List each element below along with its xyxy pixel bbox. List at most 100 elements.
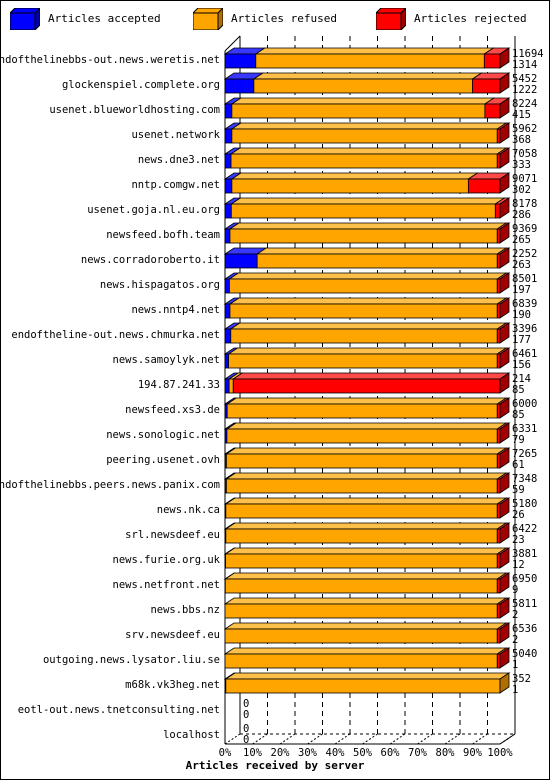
bar-segment-refused [231, 128, 498, 144]
x-tick-label: 60% [381, 747, 401, 759]
data-label-accepted: 85 [512, 409, 525, 421]
data-label-total: 5180 [512, 498, 537, 510]
legend-swatch-rejected [376, 8, 406, 30]
floor-tick-line [444, 733, 461, 745]
data-label-accepted: 177 [512, 334, 531, 346]
bar-end-side [499, 147, 510, 169]
floor-tick-line [389, 733, 406, 745]
y-category-label: usenet.goja.nl.eu.org [87, 204, 220, 216]
data-label-total: 7348 [512, 473, 537, 485]
y-category-label: 194.87.241.33 [138, 379, 220, 391]
data-label-total: 5811 [512, 598, 537, 610]
bar-segment-refused-top [229, 147, 508, 155]
bar-segment-rejected [496, 428, 501, 444]
data-label-accepted: 333 [512, 159, 531, 171]
bar-segment-rejected [496, 253, 501, 269]
floor-tick-line [279, 733, 296, 745]
y-category-label: glockenspiel.complete.org [62, 79, 220, 91]
bar-segment-rejected [496, 653, 501, 669]
y-category-label: newsfeed.xs3.de [125, 404, 220, 416]
data-label-accepted: 302 [512, 184, 531, 196]
y-category-label: newsfeed.bofh.team [106, 229, 220, 241]
data-label-accepted: 1222 [512, 84, 537, 96]
floor-tick-line [472, 733, 488, 745]
y-category-label: localhost [163, 729, 220, 741]
bar-end-side [499, 47, 510, 69]
y-category-label: nntp.comgw.net [131, 179, 220, 191]
bar-segment-refused-top [224, 547, 508, 555]
bar-segment-refused [225, 453, 498, 469]
y-category-label: news.dne3.net [138, 154, 220, 166]
data-label-total: 6839 [512, 298, 537, 310]
bar-end-side [499, 322, 510, 344]
bar-end-side [499, 172, 510, 194]
bar-end-side [499, 622, 510, 644]
floor-tick-line [499, 733, 516, 745]
bar-segment-refused [256, 253, 498, 269]
bar-end-side [499, 672, 510, 694]
bar-segment-refused [230, 203, 496, 219]
bar-segment-accepted [224, 78, 255, 94]
x-tick-label: 100% [487, 747, 513, 759]
bar-segment-rejected [496, 553, 501, 569]
data-label-total: 5040 [512, 648, 537, 660]
bar-segment-refused [230, 328, 498, 344]
bar-segment-refused-top [223, 597, 508, 605]
bar-segment-rejected [496, 628, 501, 644]
bar-segment-accepted [224, 103, 233, 119]
bar-end-side [499, 522, 510, 544]
data-label-accepted: 79 [512, 434, 525, 446]
data-label-total: 6536 [512, 623, 537, 635]
bar-segment-refused-top [255, 247, 508, 255]
bar-segment-refused [225, 478, 498, 494]
bar-end-side [499, 597, 510, 619]
data-label-accepted: 2 [512, 634, 518, 646]
y-category-label: endofthelinebbs-out.news.weretis.net [0, 54, 220, 66]
bar-segment-rejected [483, 53, 501, 69]
data-label-accepted: 190 [512, 309, 531, 321]
bar-segment-rejected [496, 603, 501, 619]
bar-segment-refused [226, 403, 498, 419]
y-category-label: news.sonologic.net [106, 429, 220, 441]
data-label-total: 3881 [512, 548, 537, 560]
bar-segment-accepted [224, 128, 233, 144]
bar-end-side [499, 397, 510, 419]
bar-segment-refused-top [230, 197, 506, 205]
y-category-label: outgoing.news.lysator.liu.se [43, 654, 220, 666]
y-category-label: news.samoylyk.net [113, 354, 220, 366]
data-label-accepted: 12 [512, 559, 525, 571]
bar-segment-refused [224, 578, 498, 594]
data-label-accepted: 286 [512, 209, 531, 221]
data-label-accepted: 1 [512, 659, 518, 671]
data-label-accepted: 59 [512, 484, 525, 496]
bar-segment-accepted [224, 253, 258, 269]
bar-segment-refused-top [228, 272, 508, 280]
bar-end-side [499, 197, 510, 219]
bar-end-side [499, 647, 510, 669]
bar-segment-rejected [496, 453, 501, 469]
bar-segment-refused-top [228, 222, 508, 230]
bar-segment-refused-top [229, 322, 508, 330]
bar-end-side [499, 347, 510, 369]
y-category-label: m68k.vk3heg.net [125, 679, 220, 691]
bar-segment-refused-top [227, 347, 508, 355]
bar-segment-refused [225, 678, 501, 694]
bar-end-side [499, 472, 510, 494]
legend-swatch-refused [193, 8, 223, 30]
x-tick-label: 40% [326, 747, 346, 759]
y-category-label: news.furie.org.uk [113, 554, 221, 566]
bar-segment-rejected [496, 303, 501, 319]
data-label-total: 9369 [512, 223, 537, 235]
bar-end-side [499, 497, 510, 519]
bar-segment-refused-top [223, 647, 508, 655]
bar-segment-rejected [496, 328, 501, 344]
bar-segment-accepted [224, 378, 230, 394]
data-label-total: 6950 [512, 573, 537, 585]
bar-segment-accepted [224, 353, 229, 369]
bar-segment-accepted [224, 53, 257, 69]
bar-segment-rejected-top [231, 372, 511, 380]
x-tick-label: 50% [353, 747, 373, 759]
floor-tick-line [252, 733, 268, 745]
bar-segment-refused [231, 103, 486, 119]
